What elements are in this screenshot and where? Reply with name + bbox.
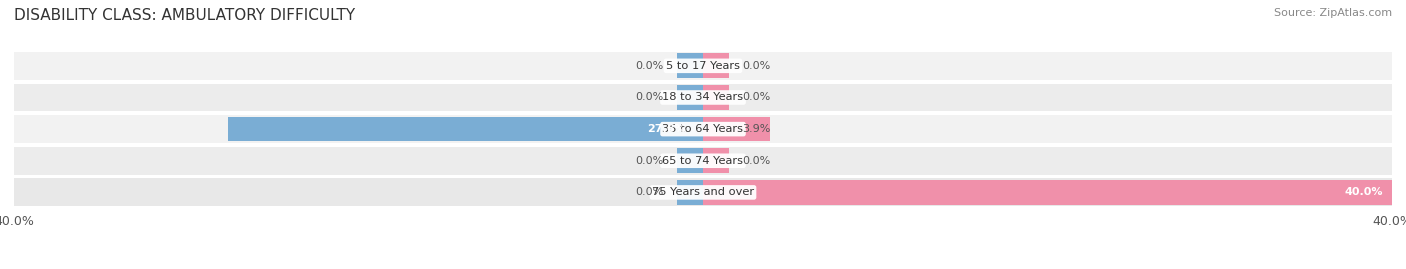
Text: 0.0%: 0.0% [636,93,664,102]
Bar [14,147,1392,175]
Text: 40.0%: 40.0% [1344,187,1384,197]
Bar [703,85,728,110]
Bar [703,148,728,173]
Text: DISABILITY CLASS: AMBULATORY DIFFICULTY: DISABILITY CLASS: AMBULATORY DIFFICULTY [14,8,356,23]
Bar [14,179,1392,206]
Text: 0.0%: 0.0% [636,156,664,166]
Text: 0.0%: 0.0% [742,156,770,166]
Text: 0.0%: 0.0% [636,187,664,197]
Bar [703,180,1392,205]
Text: 75 Years and over: 75 Years and over [652,187,754,197]
Text: 18 to 34 Years: 18 to 34 Years [662,93,744,102]
Text: 0.0%: 0.0% [742,61,770,71]
Bar [678,180,703,205]
Text: Source: ZipAtlas.com: Source: ZipAtlas.com [1274,8,1392,18]
Text: 35 to 64 Years: 35 to 64 Years [662,124,744,134]
Bar [678,148,703,173]
Bar [14,52,1392,80]
Bar [14,115,1392,143]
Text: 3.9%: 3.9% [742,124,770,134]
Bar [703,117,770,141]
Text: 5 to 17 Years: 5 to 17 Years [666,61,740,71]
Bar [703,54,728,78]
Bar [678,54,703,78]
Text: 27.6%: 27.6% [647,124,686,134]
Text: 0.0%: 0.0% [636,61,664,71]
Text: 0.0%: 0.0% [742,93,770,102]
Legend: Male, Female: Male, Female [631,264,775,269]
Bar [678,85,703,110]
Bar [228,117,703,141]
Bar [14,84,1392,111]
Text: 65 to 74 Years: 65 to 74 Years [662,156,744,166]
